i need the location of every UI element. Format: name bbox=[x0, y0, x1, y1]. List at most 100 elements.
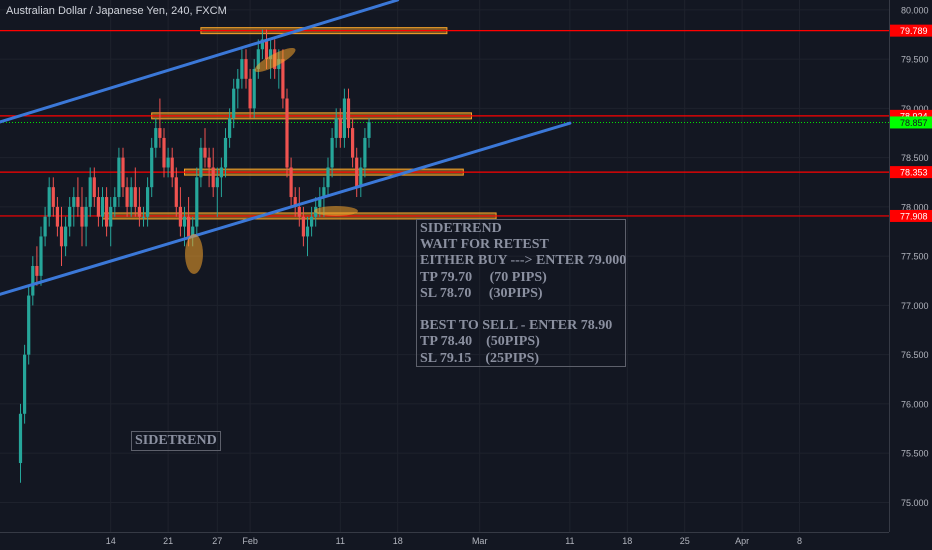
candle-body bbox=[113, 197, 117, 207]
candle-body bbox=[195, 177, 199, 227]
candle-body bbox=[351, 128, 355, 158]
trade-plan-line: TP 79.70 (70 PIPS) bbox=[420, 269, 547, 285]
trade-plan-line: TP 78.40 (50PIPS) bbox=[420, 334, 540, 350]
candle-body bbox=[297, 206, 301, 217]
candle-body bbox=[23, 354, 27, 414]
x-tick-label: 21 bbox=[163, 536, 173, 546]
candle-body bbox=[363, 137, 367, 168]
candle-body bbox=[47, 187, 51, 217]
price-label: 78.353 bbox=[900, 168, 928, 178]
sidetrend-label: SIDETREND bbox=[131, 431, 221, 451]
candle-body bbox=[248, 78, 252, 109]
price-label-bg bbox=[890, 116, 932, 129]
trade-plan-note: SIDETREND WAIT FOR RETEST EITHER BUY ---> … bbox=[416, 219, 626, 367]
candles bbox=[18, 29, 371, 483]
candle-body bbox=[203, 147, 207, 158]
time-axis[interactable]: 14 21 27 Feb 11 18 Mar 11 18 25 Apr 8 bbox=[0, 532, 889, 547]
y-tick-label: 78.500 bbox=[901, 153, 929, 163]
candle-body bbox=[162, 137, 166, 168]
candle-body bbox=[146, 187, 150, 217]
horizontal-levels bbox=[0, 30, 889, 217]
trade-plan-line: SL 78.70 (30PIPS) bbox=[420, 285, 543, 301]
candle-body bbox=[338, 118, 342, 138]
highlight-ellipse-top bbox=[254, 47, 296, 73]
trendlines bbox=[0, 0, 572, 296]
candle-body bbox=[174, 177, 178, 207]
y-tick-label: 80.000 bbox=[901, 5, 929, 15]
trendline bbox=[0, 0, 400, 124]
candle-body bbox=[117, 157, 121, 198]
candle-body bbox=[318, 197, 322, 207]
candle-body bbox=[232, 88, 236, 119]
candle-body bbox=[72, 197, 76, 207]
candle-body bbox=[244, 59, 248, 79]
candle-body bbox=[322, 187, 326, 198]
x-tick-label: 11 bbox=[336, 536, 345, 546]
candle-body bbox=[39, 236, 43, 276]
candle-body bbox=[289, 167, 293, 198]
candle-body bbox=[346, 98, 351, 129]
price-label: 77.908 bbox=[900, 211, 928, 221]
candle-body bbox=[35, 266, 39, 276]
candle-body bbox=[121, 157, 125, 188]
candle-body bbox=[285, 98, 289, 168]
candle-body bbox=[219, 167, 223, 178]
y-tick-label: 76.000 bbox=[901, 399, 929, 409]
candle-body bbox=[182, 216, 187, 227]
candle-body bbox=[326, 167, 330, 188]
candle-body bbox=[150, 147, 154, 188]
price-label: 79.789 bbox=[900, 26, 928, 36]
highlight-ellipses bbox=[185, 47, 358, 274]
price-axis[interactable]: 80.000 79.500 79.000 78.500 78.000 77.500 77.0… bbox=[889, 0, 932, 532]
candle-body bbox=[170, 157, 174, 178]
x-tick-label: 18 bbox=[393, 536, 403, 546]
candle-body bbox=[166, 157, 170, 168]
x-tick-label: 8 bbox=[797, 536, 802, 546]
candle-body bbox=[269, 49, 273, 60]
candle-body bbox=[334, 118, 338, 138]
chart-title: Australian Dollar / Japanese Yen, 240, F… bbox=[6, 5, 227, 17]
candle-body bbox=[187, 216, 191, 237]
candle-body bbox=[264, 39, 269, 60]
candle-body bbox=[330, 137, 334, 168]
candle-body bbox=[125, 187, 129, 207]
candle-body bbox=[215, 177, 219, 188]
candle-body bbox=[178, 206, 182, 227]
y-tick-label: 79.500 bbox=[901, 55, 929, 65]
candle-body bbox=[137, 206, 141, 217]
y-tick-label: 76.500 bbox=[901, 350, 929, 360]
candle-body bbox=[109, 206, 113, 227]
trade-plan-line: SIDETREND bbox=[420, 221, 502, 236]
trade-plan-line: EITHER BUY ---> ENTER 79.000 bbox=[420, 253, 627, 269]
x-tick-label: Mar bbox=[472, 536, 488, 546]
candle-body bbox=[133, 187, 137, 207]
candle-body bbox=[96, 197, 100, 217]
candle-body bbox=[18, 413, 23, 464]
x-tick-label: 27 bbox=[212, 536, 222, 546]
trade-plan-line bbox=[420, 302, 625, 318]
y-tick-label: 75.500 bbox=[901, 449, 929, 459]
candle-body bbox=[207, 157, 211, 168]
candle-body bbox=[158, 128, 162, 138]
candle-body bbox=[223, 137, 228, 168]
x-tick-label: Feb bbox=[242, 536, 258, 546]
candle-body bbox=[281, 59, 285, 99]
candle-body bbox=[64, 226, 68, 247]
candle-body bbox=[260, 39, 264, 50]
candle-body bbox=[68, 206, 72, 227]
y-tick-label: 77.000 bbox=[901, 301, 929, 311]
y-tick-label: 75.000 bbox=[901, 498, 929, 508]
candle-body bbox=[355, 157, 359, 188]
candle-body bbox=[310, 216, 314, 227]
candle-body bbox=[191, 226, 195, 237]
candle-body bbox=[76, 197, 80, 207]
candle-body bbox=[236, 78, 240, 89]
candle-body bbox=[51, 187, 55, 207]
price-label-bg bbox=[890, 24, 932, 37]
candle-body bbox=[43, 216, 47, 237]
candle-body bbox=[342, 98, 346, 138]
highlight-ellipse-mid bbox=[314, 206, 358, 216]
trade-plan-line: BEST TO SELL - ENTER 78.90 bbox=[420, 318, 613, 334]
candle-body bbox=[301, 216, 305, 237]
